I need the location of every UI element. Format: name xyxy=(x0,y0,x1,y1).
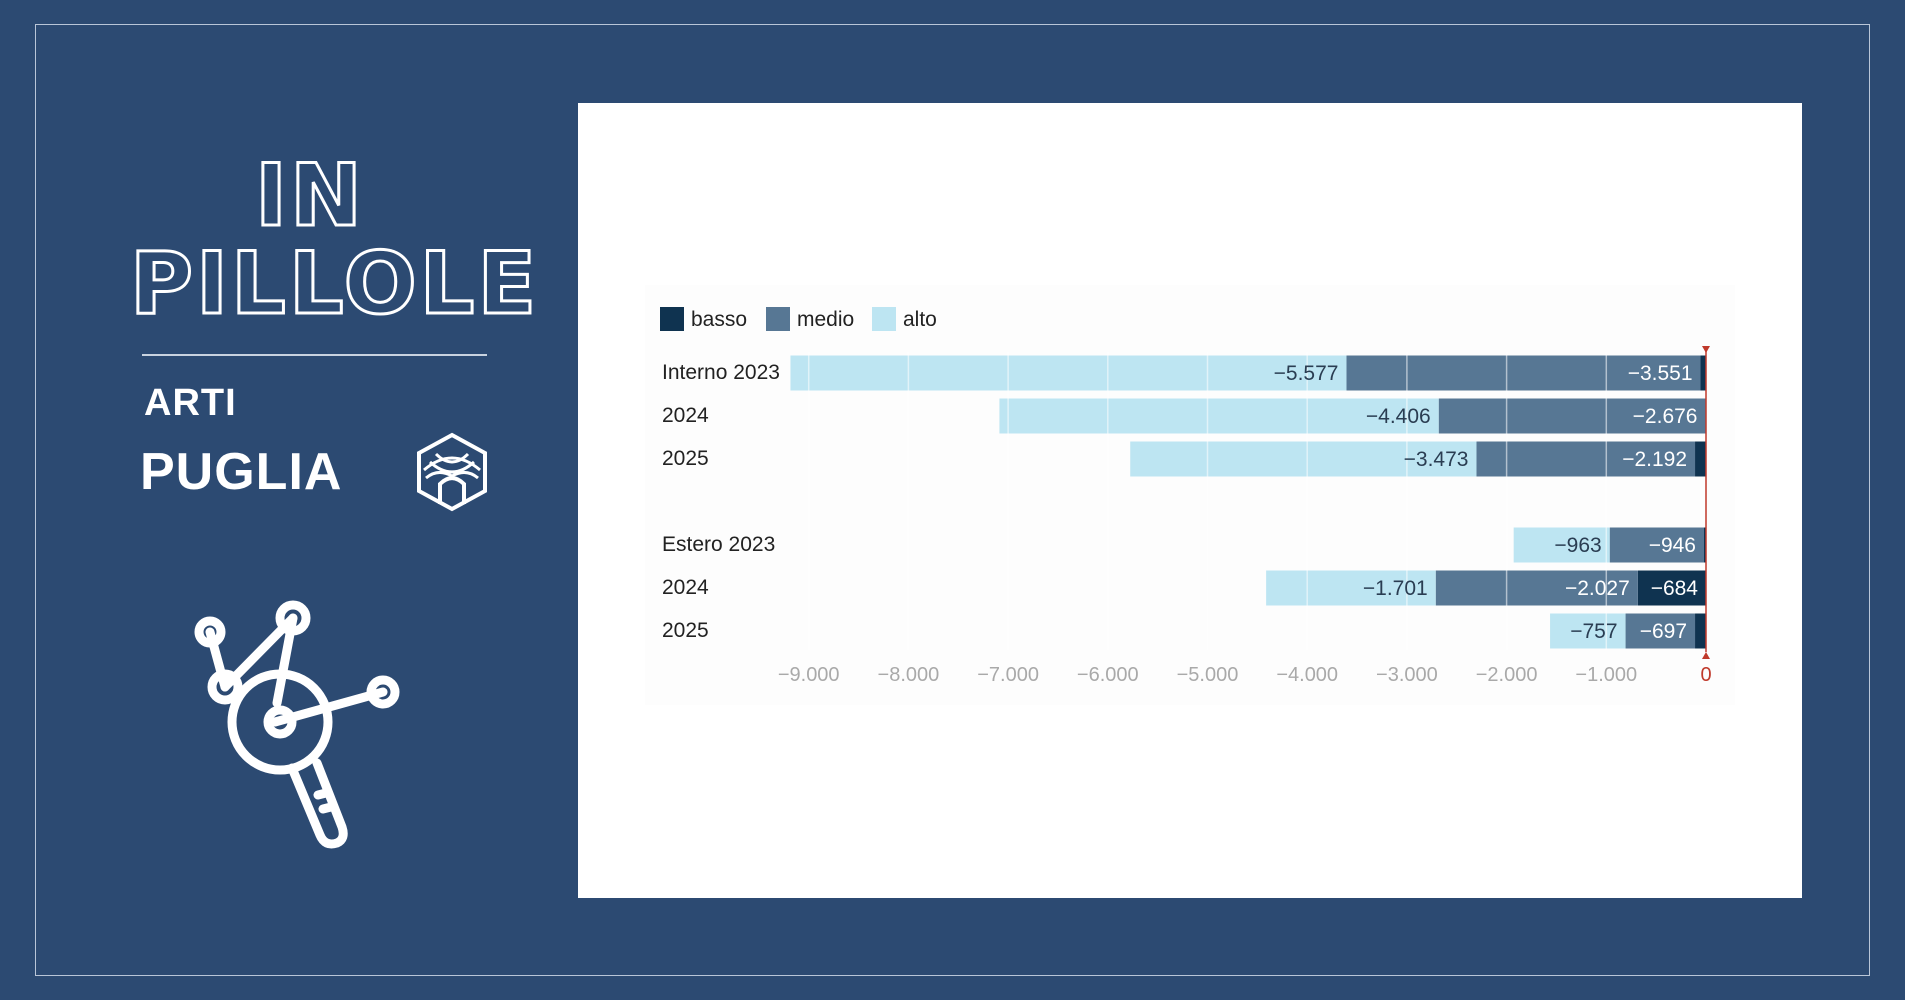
molecule-magnifier-icon xyxy=(194,600,400,849)
title-line-2: PILLOLE xyxy=(129,233,540,336)
chart-area xyxy=(645,285,1735,705)
left-panel: IN PILLOLE ARTI PUGLIA xyxy=(129,140,540,860)
outer-frame xyxy=(35,24,1870,976)
divider xyxy=(142,354,487,356)
arti-emblem-icon xyxy=(417,432,487,512)
title-line-1: IN xyxy=(254,145,365,248)
subtitle-arti: ARTI xyxy=(144,382,237,424)
subtitle-puglia: PUGLIA xyxy=(140,443,343,501)
